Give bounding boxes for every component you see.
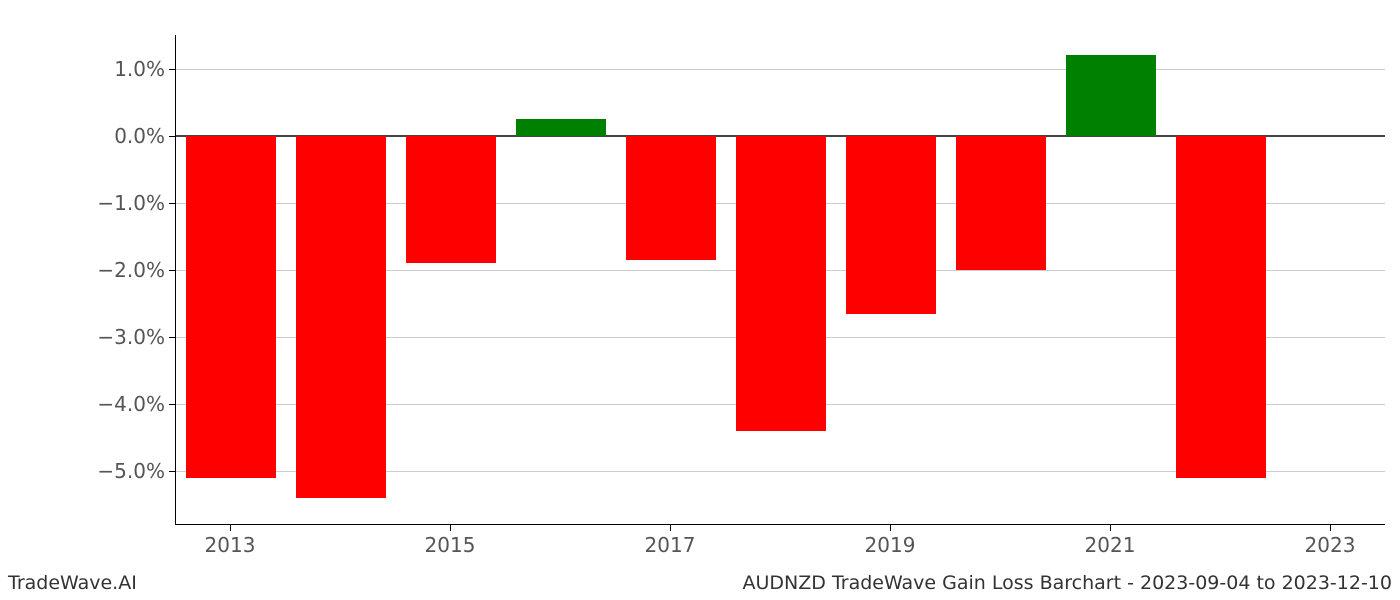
footer-left-text: TradeWave.AI: [8, 572, 137, 594]
x-tick-label: 2017: [630, 533, 710, 557]
y-tick: [169, 203, 175, 204]
y-tick-label: −2.0%: [85, 258, 165, 282]
y-tick-label: 0.0%: [85, 124, 165, 148]
y-tick: [169, 471, 175, 472]
bar: [1066, 55, 1156, 136]
y-tick: [169, 69, 175, 70]
chart-container: { "chart": { "type": "bar", "plot": { "l…: [0, 0, 1400, 600]
x-tick: [890, 525, 891, 531]
x-tick-label: 2013: [190, 533, 270, 557]
footer-right-text: AUDNZD TradeWave Gain Loss Barchart - 20…: [743, 572, 1392, 594]
x-tick: [230, 525, 231, 531]
x-tick: [1110, 525, 1111, 531]
bar: [296, 136, 386, 498]
y-tick: [169, 136, 175, 137]
x-tick-label: 2021: [1070, 533, 1150, 557]
x-tick-label: 2015: [410, 533, 490, 557]
bar: [846, 136, 936, 314]
x-tick-label: 2019: [850, 533, 930, 557]
y-tick-label: 1.0%: [85, 57, 165, 81]
x-tick-label: 2023: [1290, 533, 1370, 557]
x-tick: [1330, 525, 1331, 531]
bar: [516, 119, 606, 136]
y-tick-label: −4.0%: [85, 392, 165, 416]
bar: [956, 136, 1046, 270]
bar: [626, 136, 716, 260]
y-gridline: [176, 69, 1385, 70]
y-tick: [169, 404, 175, 405]
y-tick: [169, 337, 175, 338]
bar: [1176, 136, 1266, 478]
x-tick: [450, 525, 451, 531]
bar: [736, 136, 826, 431]
y-tick-label: −5.0%: [85, 459, 165, 483]
plot-area: [175, 35, 1385, 525]
bar: [406, 136, 496, 264]
bar: [186, 136, 276, 478]
x-tick: [670, 525, 671, 531]
y-tick: [169, 270, 175, 271]
y-tick-label: −1.0%: [85, 191, 165, 215]
y-tick-label: −3.0%: [85, 325, 165, 349]
